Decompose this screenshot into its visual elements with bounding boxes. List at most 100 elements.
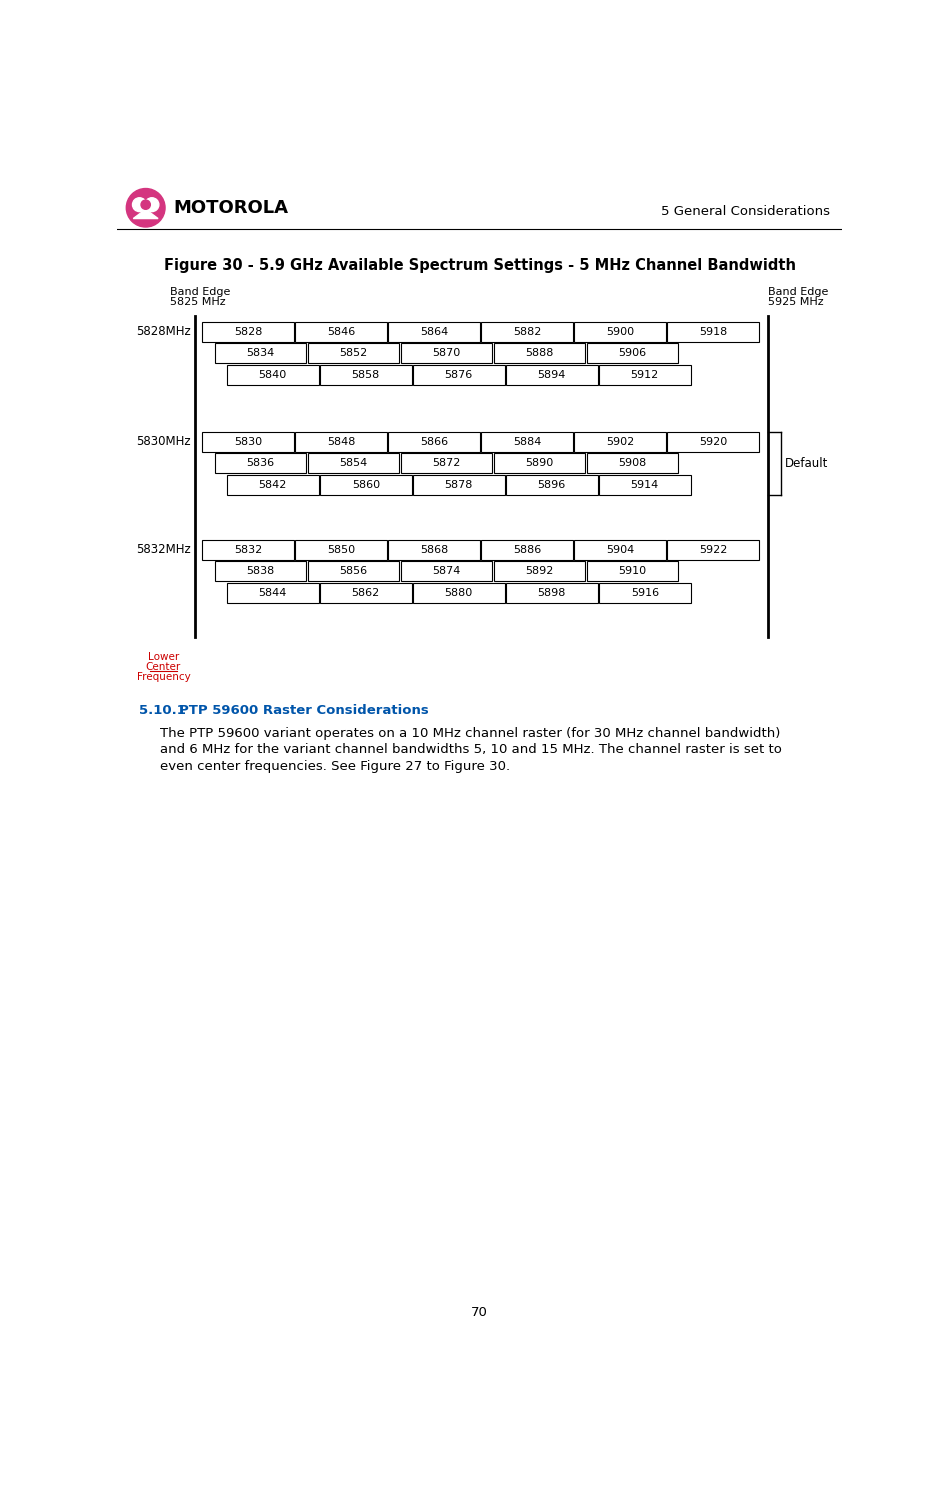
Text: 5840: 5840	[258, 371, 287, 379]
Bar	[599, 583, 691, 602]
Text: 5876: 5876	[445, 371, 473, 379]
Text: The PTP 59600 variant operates on a 10 MHz channel raster (for 30 MHz channel ba: The PTP 59600 variant operates on a 10 M…	[160, 728, 780, 740]
Polygon shape	[133, 209, 158, 218]
Text: 5828: 5828	[234, 327, 262, 336]
Bar	[506, 475, 597, 495]
Text: 5920: 5920	[699, 436, 727, 447]
Bar	[320, 365, 412, 385]
Text: 5898: 5898	[537, 587, 566, 598]
Text: MOTOROLA: MOTOROLA	[173, 199, 288, 217]
Text: 5866: 5866	[420, 436, 448, 447]
Text: 5846: 5846	[327, 327, 355, 336]
Bar	[575, 432, 665, 451]
Text: Band Edge: Band Edge	[169, 287, 230, 297]
Bar	[388, 321, 480, 342]
Bar	[320, 583, 412, 602]
Text: 5 General Considerations: 5 General Considerations	[661, 205, 830, 218]
Text: 5912: 5912	[631, 371, 659, 379]
Bar	[227, 583, 318, 602]
Text: 5880: 5880	[445, 587, 473, 598]
Circle shape	[126, 188, 165, 227]
Text: 5828MHz: 5828MHz	[136, 326, 191, 338]
Bar	[667, 539, 759, 560]
Text: 5870: 5870	[432, 348, 461, 359]
Text: 5844: 5844	[258, 587, 287, 598]
Bar	[308, 562, 399, 581]
Circle shape	[133, 197, 146, 212]
Text: 5830: 5830	[234, 436, 262, 447]
Bar	[320, 475, 412, 495]
Bar	[214, 344, 306, 363]
Bar	[587, 344, 678, 363]
Bar	[599, 365, 691, 385]
Text: 5830MHz: 5830MHz	[136, 435, 191, 448]
Text: 5890: 5890	[525, 459, 553, 469]
Bar	[587, 562, 678, 581]
Text: 5892: 5892	[525, 566, 553, 577]
Text: and 6 MHz for the variant channel bandwidths 5, 10 and 15 MHz. The channel raste: and 6 MHz for the variant channel bandwi…	[160, 744, 782, 756]
Text: 5856: 5856	[340, 566, 368, 577]
Bar	[481, 432, 573, 451]
Text: 5848: 5848	[327, 436, 355, 447]
Text: 5862: 5862	[352, 587, 380, 598]
Text: 5874: 5874	[432, 566, 461, 577]
Text: 5908: 5908	[619, 459, 647, 469]
Bar	[214, 562, 306, 581]
Text: 5872: 5872	[432, 459, 461, 469]
Text: 5894: 5894	[537, 371, 566, 379]
Text: 70: 70	[471, 1306, 489, 1319]
Bar	[413, 475, 505, 495]
Text: PTP 59600 Raster Considerations: PTP 59600 Raster Considerations	[179, 704, 429, 717]
Bar	[308, 344, 399, 363]
Text: 5868: 5868	[420, 545, 448, 554]
Text: 5878: 5878	[445, 480, 473, 490]
Circle shape	[145, 197, 159, 212]
Bar	[599, 475, 691, 495]
Text: 5825 MHz: 5825 MHz	[169, 297, 226, 308]
Bar	[493, 344, 585, 363]
Bar	[493, 562, 585, 581]
Text: 5902: 5902	[606, 436, 634, 447]
Bar	[202, 321, 294, 342]
Text: 5.10.1: 5.10.1	[139, 704, 185, 717]
Bar	[388, 539, 480, 560]
Bar	[575, 539, 665, 560]
Text: 5832: 5832	[234, 545, 262, 554]
Text: 5858: 5858	[352, 371, 380, 379]
Text: Default: Default	[785, 457, 828, 471]
Text: 5838: 5838	[246, 566, 274, 577]
Text: 5850: 5850	[327, 545, 355, 554]
Circle shape	[141, 200, 151, 209]
Text: 5836: 5836	[246, 459, 274, 469]
Bar	[308, 453, 399, 474]
Text: 5910: 5910	[619, 566, 647, 577]
Bar	[413, 365, 505, 385]
Text: Band Edge: Band Edge	[768, 287, 828, 297]
Text: 5884: 5884	[513, 436, 541, 447]
Text: 5886: 5886	[513, 545, 541, 554]
Text: 5832MHz: 5832MHz	[136, 544, 191, 556]
Text: 5834: 5834	[246, 348, 274, 359]
Text: 5896: 5896	[537, 480, 566, 490]
Bar	[401, 453, 492, 474]
Bar	[295, 321, 387, 342]
Bar	[202, 539, 294, 560]
Text: 5854: 5854	[339, 459, 368, 469]
Text: 5888: 5888	[525, 348, 553, 359]
Text: 5918: 5918	[699, 327, 727, 336]
Bar	[667, 321, 759, 342]
Text: Frequency: Frequency	[137, 672, 190, 681]
Text: 5864: 5864	[420, 327, 448, 336]
Bar	[295, 539, 387, 560]
Bar	[295, 432, 387, 451]
Bar	[202, 432, 294, 451]
Bar	[575, 321, 665, 342]
Bar	[506, 365, 597, 385]
Bar	[227, 475, 318, 495]
Text: Center: Center	[146, 662, 182, 672]
Text: even center frequencies. See Figure 27 to Figure 30.: even center frequencies. See Figure 27 t…	[160, 759, 510, 772]
Bar	[667, 432, 759, 451]
Text: 5900: 5900	[606, 327, 634, 336]
Text: 5882: 5882	[513, 327, 541, 336]
Text: 5852: 5852	[339, 348, 368, 359]
